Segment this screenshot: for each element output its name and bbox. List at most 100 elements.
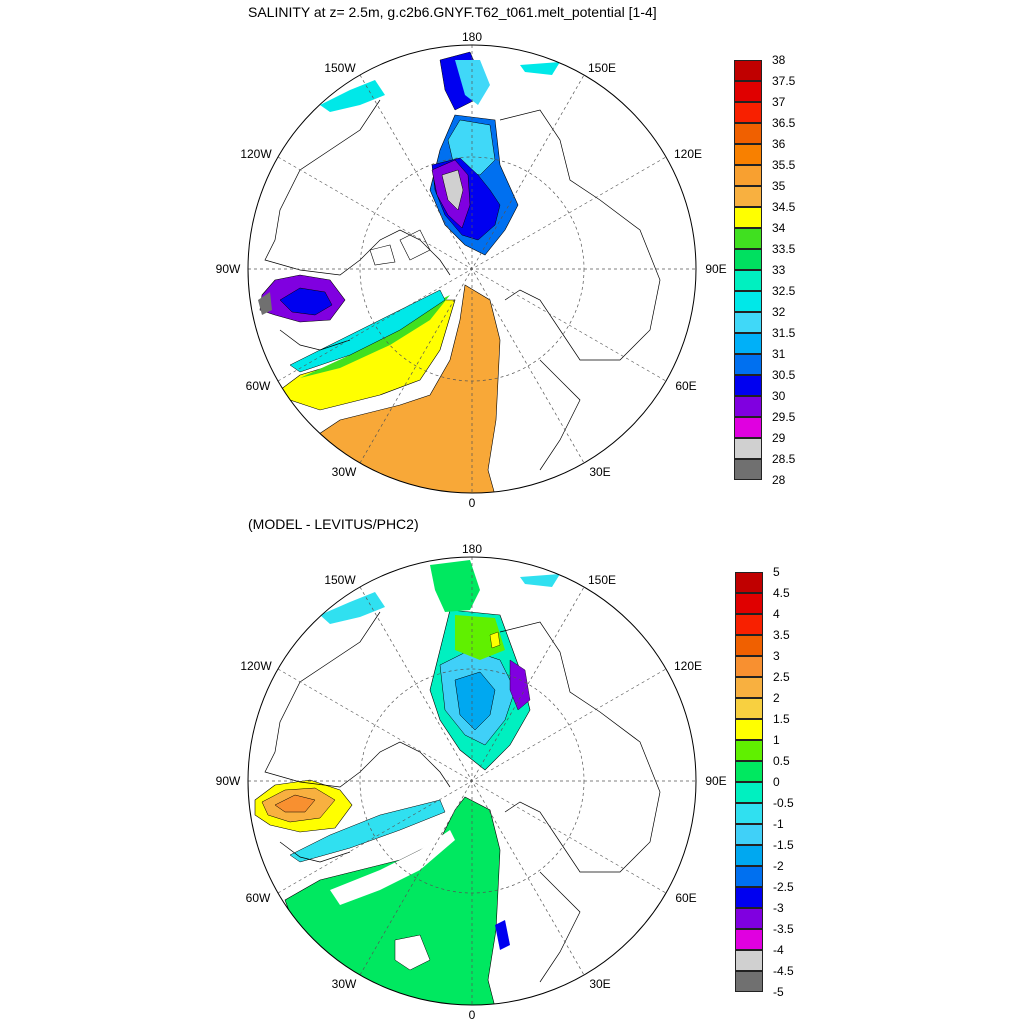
- colorbar-tick-label: 4.5: [773, 586, 790, 600]
- panel1-lon-180: 180: [461, 30, 483, 44]
- colorbar-tick-label: 37.5: [772, 74, 796, 88]
- colorbar-tick-label: -2: [773, 859, 784, 873]
- colorbar-swatch: [734, 228, 762, 249]
- colorbar-swatch: [734, 186, 762, 207]
- colorbar-swatch: [734, 333, 762, 354]
- colorbar-swatch: [735, 593, 763, 614]
- colorbar-tick-label: 2: [773, 691, 780, 705]
- colorbar-tick-label: 35: [772, 179, 786, 193]
- colorbar-tick-label: 35.5: [772, 158, 796, 172]
- colorbar-swatch: [735, 698, 763, 719]
- colorbar-swatch: [734, 354, 762, 375]
- colorbar-tick-label: -1.5: [773, 838, 794, 852]
- colorbar-swatch: [734, 60, 762, 81]
- colorbar-swatch: [735, 761, 763, 782]
- panel1-colorbar: 38 37.5 37 36.5 36 35.5 35 34.5 34 33.5 33 32.5 32 31…: [734, 53, 804, 487]
- panel1-labrador-cyan: [289, 289, 446, 373]
- panel2-lon-90w: 90W: [215, 774, 241, 788]
- colorbar-swatch: [734, 312, 762, 333]
- panel1-lon-0: 0: [468, 496, 476, 510]
- colorbar-swatch: [734, 375, 762, 396]
- panel2-lon-60w: 60W: [245, 891, 271, 905]
- panel1-lon-90w: 90W: [215, 262, 241, 276]
- panel1-map-boundary: [247, 44, 697, 494]
- colorbar-swatch: [734, 207, 762, 228]
- colorbar-tick-label: 30: [772, 389, 786, 403]
- colorbar-tick-label: 1.5: [773, 712, 790, 726]
- colorbar-tick-label: -4: [773, 943, 784, 957]
- panel2-lon-120e: 120E: [673, 659, 703, 673]
- colorbar-tick-label: -1: [773, 817, 784, 831]
- colorbar-tick-label: 29.5: [772, 410, 796, 424]
- panel1-lon-30w: 30W: [331, 465, 357, 479]
- colorbar-swatch: [735, 572, 763, 593]
- colorbar-tick-label: 33.5: [772, 242, 796, 256]
- panel2-graticule: [248, 557, 696, 1005]
- panel2-lon-150w: 150W: [324, 573, 356, 587]
- panel1-lon-30e: 30E: [589, 465, 611, 479]
- panel2-lon-90e: 90E: [705, 774, 727, 788]
- panel2-lon-180: 180: [461, 542, 483, 556]
- colorbar-swatch: [734, 123, 762, 144]
- colorbar-swatch: [734, 144, 762, 165]
- colorbar-tick-label: -4.5: [773, 964, 794, 978]
- panel2-lon-30e: 30E: [589, 977, 611, 991]
- colorbar-tick-label: 0: [773, 775, 780, 789]
- colorbar-swatch: [735, 614, 763, 635]
- colorbar-tick-label: 28: [772, 473, 786, 487]
- panel1-eurasia-coast: [499, 109, 661, 471]
- colorbar-swatch: [734, 438, 762, 459]
- panel1-lon-60e: 60E: [675, 379, 697, 393]
- panel1-lon-60w: 60W: [245, 379, 271, 393]
- colorbar-tick-label: 37: [772, 95, 786, 109]
- panel1-lon-120e: 120E: [673, 147, 703, 161]
- colorbar-tick-label: -5: [773, 985, 784, 999]
- panel1-title: SALINITY at z= 2.5m, g.c2b6.GNYF.T62_t06…: [248, 4, 657, 20]
- panel2-lon-150e: 150E: [587, 573, 617, 587]
- colorbar-swatch: [734, 417, 762, 438]
- panel2-colorbar: 5 4.5 4 3.5 3 2.5 2 1.5 1 0.5 0 -0.5 -1 -1.5 -2 -2.5 -3 -…: [735, 565, 805, 999]
- colorbar-tick-label: -3: [773, 901, 784, 915]
- colorbar-tick-label: -2.5: [773, 880, 794, 894]
- colorbar-swatch: [734, 270, 762, 291]
- panel1-north-america-coast: [264, 99, 451, 351]
- colorbar-swatch: [734, 291, 762, 312]
- colorbar-swatch: [734, 81, 762, 102]
- colorbar-tick-label: 32.5: [772, 284, 796, 298]
- colorbar-swatch: [735, 635, 763, 656]
- panel2-title: (MODEL - LEVITUS/PHC2): [248, 516, 419, 532]
- colorbar-tick-label: 0.5: [773, 754, 790, 768]
- colorbar-swatch: [735, 971, 763, 992]
- colorbar-tick-label: 5: [773, 565, 780, 579]
- colorbar-swatch: [735, 866, 763, 887]
- colorbar-tick-label: 28.5: [772, 452, 796, 466]
- panel2-map-boundary: [247, 556, 697, 1006]
- colorbar-swatch: [735, 782, 763, 803]
- colorbar-tick-label: 2.5: [773, 670, 790, 684]
- colorbar-tick-label: 32: [772, 305, 786, 319]
- colorbar-swatch: [735, 803, 763, 824]
- panel2-north-america-coast: [264, 611, 451, 863]
- colorbar-tick-label: 36.5: [772, 116, 796, 130]
- colorbar-tick-label: 29: [772, 431, 786, 445]
- colorbar-swatch: [734, 165, 762, 186]
- panel2-lon-60e: 60E: [675, 891, 697, 905]
- panel1-polar-map: [258, 51, 661, 493]
- colorbar-tick-label: 30.5: [772, 368, 796, 382]
- panel1-lon-150w: 150W: [324, 61, 356, 75]
- colorbar-swatch: [734, 459, 762, 480]
- colorbar-tick-label: 31.5: [772, 326, 796, 340]
- colorbar-swatch: [735, 740, 763, 761]
- colorbar-tick-label: 1: [773, 733, 780, 747]
- colorbar-swatch: [735, 656, 763, 677]
- colorbar-tick-label: 3: [773, 649, 780, 663]
- panel2-bering-cyan: [320, 592, 385, 624]
- colorbar-swatch: [735, 908, 763, 929]
- colorbar-swatch: [734, 249, 762, 270]
- colorbar-tick-label: 34.5: [772, 200, 796, 214]
- colorbar-tick-label: 36: [772, 137, 786, 151]
- panel2-lon-120w: 120W: [240, 659, 272, 673]
- panel2-lon-0: 0: [468, 1008, 476, 1022]
- colorbar-tick-label: 31: [772, 347, 786, 361]
- colorbar-tick-label: 3.5: [773, 628, 790, 642]
